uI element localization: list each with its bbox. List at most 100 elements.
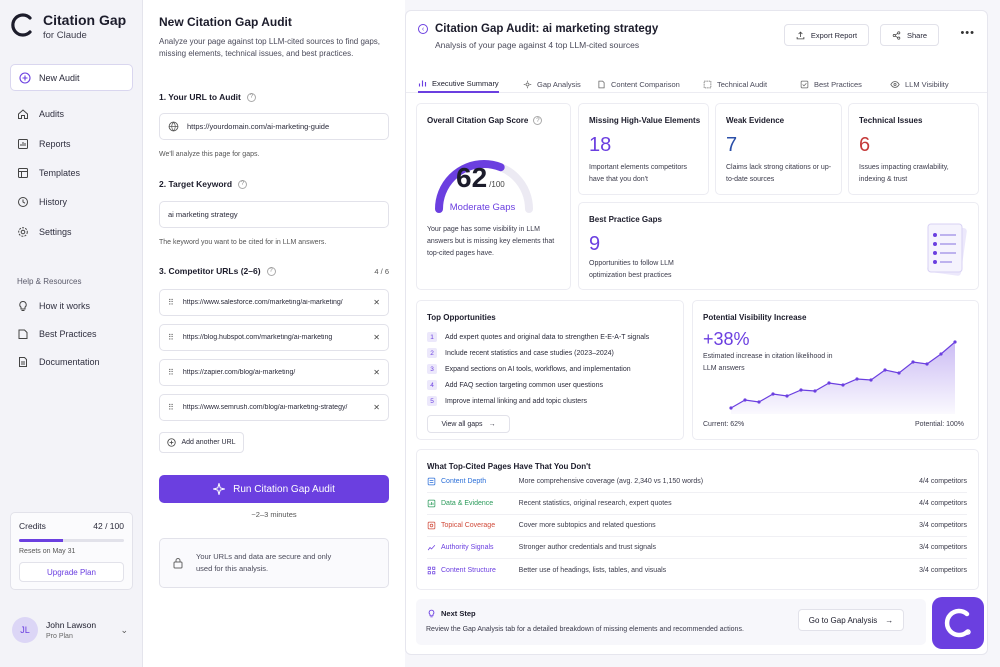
help-section-label: Help & Resources <box>17 277 82 286</box>
share-button[interactable]: Share <box>880 24 939 46</box>
credits-progress-bar <box>19 539 124 542</box>
sidebar-item-templates[interactable]: Templates <box>17 167 80 179</box>
globe-icon <box>168 121 179 132</box>
run-audit-button[interactable]: Run Citation Gap Audit <box>159 475 389 503</box>
document-icon <box>598 80 605 88</box>
score-max: /100 <box>489 180 505 189</box>
top-opportunities-card: Top Opportunities 1 Add expert quotes and… <box>416 300 684 440</box>
new-audit-button[interactable]: New Audit <box>10 64 133 91</box>
table-row: Data & Evidence Recent statistics, origi… <box>427 493 967 515</box>
remove-url-icon[interactable]: ✕ <box>373 333 380 342</box>
technical-value: 6 <box>859 134 871 156</box>
help-icon[interactable]: ? <box>238 179 248 189</box>
view-all-gaps-button[interactable]: View all gaps → <box>427 415 510 433</box>
keyword-input[interactable]: ai marketing strategy <box>159 201 389 228</box>
drag-handle-icon[interactable]: ⠿ <box>168 333 174 342</box>
url-input[interactable]: https://yourdomain.com/ai-marketing-guid… <box>159 113 389 140</box>
lightbulb-icon <box>19 300 27 311</box>
history-icon <box>18 197 28 207</box>
competitor-count: 4 / 6 <box>374 267 389 276</box>
checklist-illustration-icon <box>927 223 967 276</box>
topical-coverage-icon <box>427 521 436 530</box>
credits-value: 42 / 100 <box>93 521 124 531</box>
remove-url-icon[interactable]: ✕ <box>373 403 380 412</box>
sidebar-item-how-it-works[interactable]: How it works <box>17 300 90 312</box>
assistant-launcher-button[interactable] <box>932 597 984 649</box>
drag-handle-icon[interactable]: ⠿ <box>168 368 174 377</box>
authority-signals-icon <box>427 544 436 551</box>
add-url-button[interactable]: Add another URL <box>159 432 244 453</box>
drag-handle-icon[interactable]: ⠿ <box>168 403 174 412</box>
sidebar-item-label: How it works <box>39 301 91 311</box>
weak-title: Weak Evidence <box>726 116 785 125</box>
citation-gap-logo-icon <box>11 13 32 37</box>
table-row: Authority Signals Stronger author creden… <box>427 537 967 559</box>
tab-gap-analysis[interactable]: Gap Analysis <box>523 75 581 93</box>
score-gauge <box>435 160 533 213</box>
competitor-url[interactable]: https://zapier.com/blog/ai-marketing/ <box>182 369 296 376</box>
more-options-icon[interactable]: ••• <box>960 27 975 39</box>
eye-icon <box>890 80 900 88</box>
chart-bars-icon <box>418 80 427 86</box>
security-notice: Your URLs and data are secure and only u… <box>159 538 389 588</box>
help-icon[interactable]: ? <box>533 116 543 125</box>
sidebar-item-label: History <box>39 197 68 207</box>
sidebar-item-reports[interactable]: Reports <box>17 138 71 150</box>
list-item: 3 Expand sections on AI tools, workflows,… <box>427 361 649 377</box>
export-report-button[interactable]: Export Report <box>784 24 869 46</box>
sidebar-item-documentation[interactable]: Documentation <box>17 356 100 368</box>
help-icon[interactable]: ? <box>266 266 276 276</box>
step-competitors-heading: 3. Competitor URLs (2–6)? <box>159 266 276 276</box>
tab-technical-audit[interactable]: Technical Audit <box>703 75 767 93</box>
missing-title: Missing High-Value Elements <box>589 116 701 125</box>
go-to-gap-analysis-button[interactable]: Go to Gap Analysis → <box>798 609 904 631</box>
help-icon[interactable]: ? <box>246 92 256 102</box>
competitor-url[interactable]: https://www.salesforce.com/marketing/ai-… <box>182 299 343 306</box>
remove-url-icon[interactable]: ✕ <box>373 368 380 377</box>
tab-content-comparison[interactable]: Content Comparison <box>597 75 680 93</box>
visibility-trend-chart <box>729 340 957 414</box>
competitor-url-row[interactable]: ⠿ https://zapier.com/blog/ai-marketing/ … <box>159 359 389 386</box>
user-plan: Pro Plan <box>46 633 73 640</box>
report-panel: ‹ Citation Gap Audit: ai marketing strat… <box>405 10 988 655</box>
remove-url-icon[interactable]: ✕ <box>373 298 380 307</box>
sidebar-item-settings[interactable]: Settings <box>17 226 72 238</box>
competitor-url[interactable]: https://blog.hubspot.com/marketing/ai-ma… <box>182 334 333 341</box>
user-menu[interactable]: JL John Lawson Pro Plan ⌄ <box>12 617 132 643</box>
sidebar-item-audits[interactable]: Audits <box>17 108 64 120</box>
score-label: Moderate Gaps <box>449 202 516 213</box>
tab-executive-summary[interactable]: Executive Summary <box>418 75 499 93</box>
competitor-url-row[interactable]: ⠿ https://blog.hubspot.com/marketing/ai-… <box>159 324 389 351</box>
best-practice-gaps-card: Best Practice Gaps 9 Opportunities to fo… <box>578 202 979 290</box>
competitor-url-row[interactable]: ⠿ https://www.semrush.com/blog/ai-market… <box>159 394 389 421</box>
technical-issues-card: Technical Issues 6 Issues impacting craw… <box>848 103 979 195</box>
gauge-fill <box>435 160 533 213</box>
url-hint: We'll analyze this page for gaps. <box>159 151 260 158</box>
table-row: Topical Coverage Cover more subtopics an… <box>427 515 967 537</box>
drag-handle-icon[interactable]: ⠿ <box>168 298 174 307</box>
back-arrow-icon[interactable]: ‹ <box>418 24 428 34</box>
tab-llm-visibility[interactable]: LLM Visibility <box>890 75 949 93</box>
reports-icon <box>18 139 28 149</box>
missing-value: 18 <box>589 134 612 156</box>
upgrade-plan-button[interactable]: Upgrade Plan <box>19 562 124 582</box>
best-title: Best Practice Gaps <box>589 215 662 224</box>
form-title: New Citation Gap Audit <box>159 15 292 29</box>
visibility-card: Potential Visibility Increase +38% Estim… <box>692 300 979 440</box>
sidebar-item-history[interactable]: History <box>17 196 67 208</box>
next-step-title: Next Step <box>441 609 476 618</box>
visibility-description: Estimated increase in citation likelihoo… <box>703 353 833 372</box>
sidebar-item-best-practices[interactable]: Best Practices <box>17 328 97 340</box>
visibility-value: +38% <box>703 329 750 349</box>
export-icon <box>796 31 805 39</box>
sidebar-item-label: Reports <box>39 139 71 149</box>
arrow-right-icon: → <box>885 615 894 625</box>
competitor-url-row[interactable]: ⠿ https://www.salesforce.com/marketing/a… <box>159 289 389 316</box>
templates-icon <box>18 168 28 178</box>
competitor-url[interactable]: https://www.semrush.com/blog/ai-marketin… <box>182 404 348 411</box>
tab-best-practices[interactable]: Best Practices <box>800 75 862 93</box>
sidebar-item-label: Documentation <box>39 357 100 367</box>
technical-title: Technical Issues <box>859 116 923 125</box>
brand[interactable]: Citation Gap for Claude <box>10 12 126 41</box>
chevron-down-icon[interactable]: ⌄ <box>120 625 128 635</box>
